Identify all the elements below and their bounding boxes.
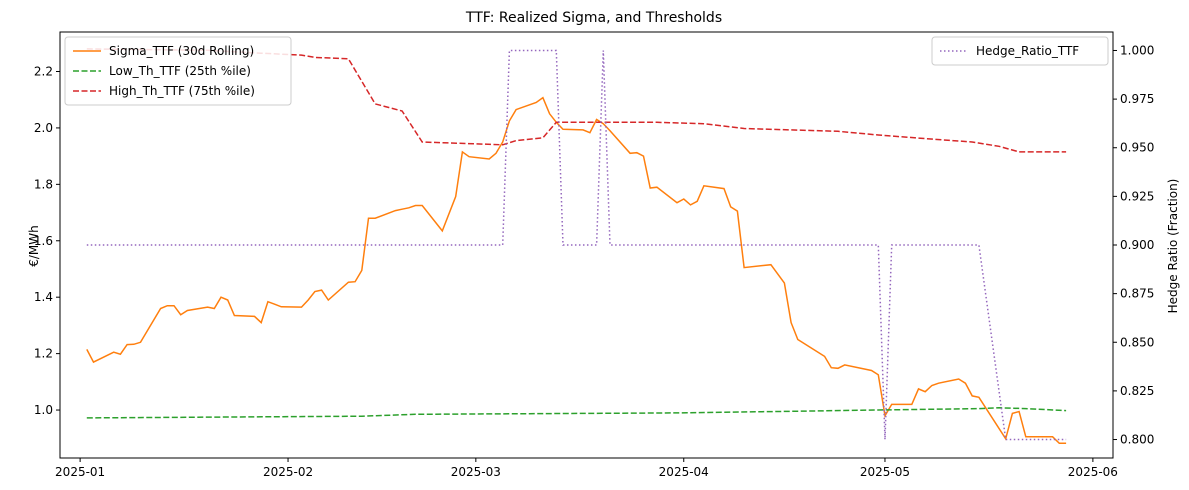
chart-title: TTF: Realized Sigma, and Thresholds (465, 10, 722, 26)
x-axis: 2025-01 2025-02 2025-03 2025-04 2025-05 2025-… (55, 458, 1118, 479)
y-axis-right: 0.800 0.825 0.850 0.875 0.900 0.925 0.950 0.975… (1113, 43, 1154, 447)
y2-tick-label: 0.950 (1120, 141, 1154, 155)
x-tick-label: 2025-06 (1068, 465, 1118, 479)
y-tick-label: 2.2 (34, 64, 53, 78)
y2-tick-label: 0.975 (1120, 92, 1154, 106)
y-tick-label: 1.8 (34, 177, 53, 191)
x-tick-label: 2025-04 (659, 465, 709, 479)
y2-tick-label: 0.875 (1120, 287, 1154, 301)
y-axis-right-label: Hedge Ratio (Fraction) (1166, 179, 1180, 314)
x-tick-label: 2025-01 (55, 465, 105, 479)
y2-tick-label: 1.000 (1120, 43, 1154, 57)
legend-box (931, 36, 1109, 66)
x-tick-label: 2025-02 (263, 465, 313, 479)
y-tick-label: 1.0 (34, 403, 53, 417)
y2-tick-label: 0.850 (1120, 335, 1154, 349)
series-line-2 (86, 407, 1067, 419)
legend-label: Hedge_Ratio_TTF (976, 44, 1079, 58)
y-tick-label: 2.0 (34, 121, 53, 135)
legend-right: Hedge_Ratio_TTF (931, 36, 1109, 66)
y-tick-label: 1.2 (34, 347, 53, 361)
y2-tick-label: 0.825 (1120, 384, 1154, 398)
legend-left: Sigma_TTF (30d Rolling) Low_Th_TTF (25th … (64, 36, 292, 106)
x-tick-label: 2025-03 (451, 465, 501, 479)
series-line-3 (86, 48, 1067, 153)
series-line-1 (86, 96, 1067, 445)
y2-tick-label: 0.800 (1120, 433, 1154, 447)
y2-tick-label: 0.900 (1120, 238, 1154, 252)
y-tick-label: 1.4 (34, 290, 53, 304)
legend-label: High_Th_TTF (75th %ile) (109, 84, 255, 98)
y-axis-left-label: €/MWh (27, 225, 41, 267)
y-axis-left: 1.0 1.2 1.4 1.6 1.8 2.0 2.2 (34, 64, 60, 417)
y-tick-label: 1.6 (34, 234, 53, 248)
legend-label: Sigma_TTF (30d Rolling) (109, 44, 254, 58)
y2-tick-label: 0.925 (1120, 189, 1154, 203)
legend-box (64, 36, 292, 106)
plot-lines (86, 48, 1067, 445)
series-line-4 (86, 49, 1067, 441)
x-tick-label: 2025-05 (860, 465, 910, 479)
legend-label: Low_Th_TTF (25th %ile) (109, 64, 251, 78)
